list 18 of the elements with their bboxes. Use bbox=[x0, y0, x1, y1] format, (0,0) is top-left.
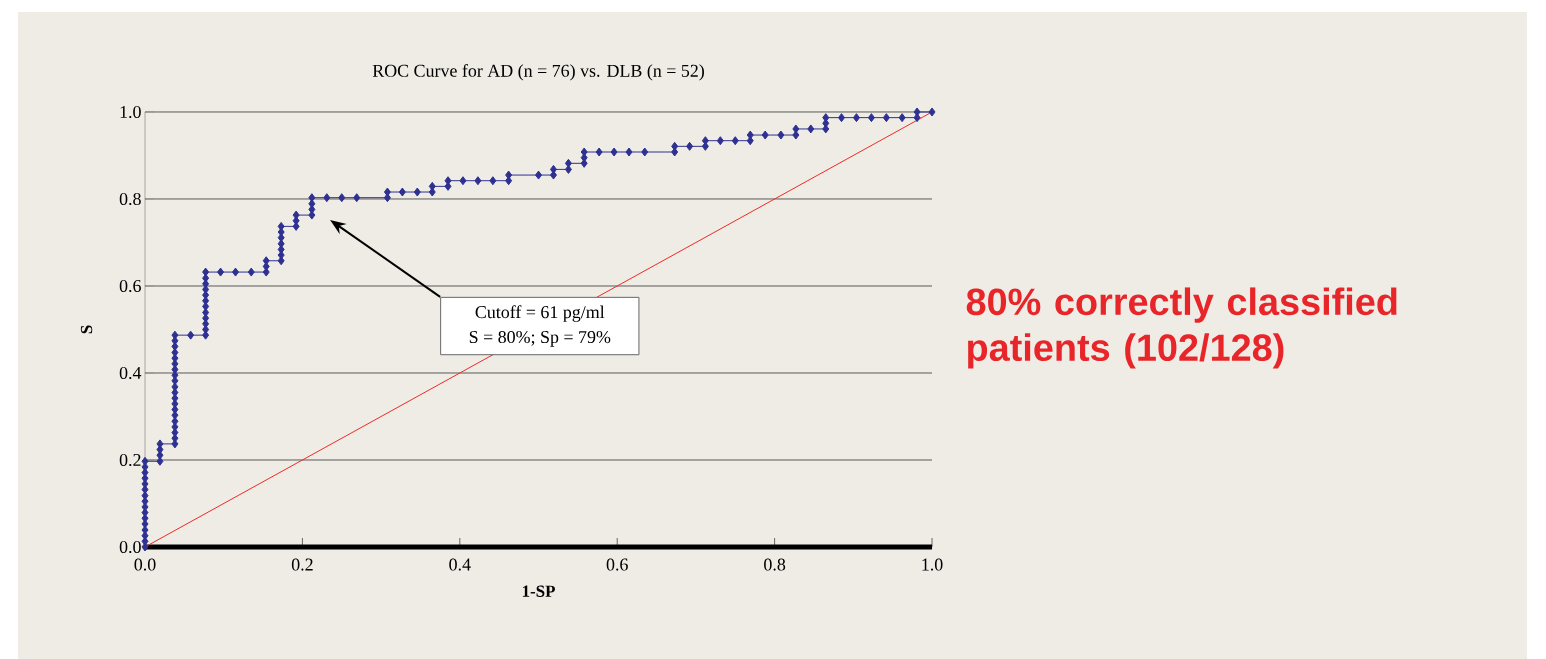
x-tick-label: 0.4 bbox=[449, 558, 471, 571]
chart-title: ROC Curve for AD (n = 76) vs. DLB (n = 52) bbox=[372, 64, 704, 81]
y-tick-label: 0.8 bbox=[119, 192, 141, 206]
y-tick-label: 0.6 bbox=[119, 279, 141, 293]
annotation: S = 80%; Sp = 79% bbox=[469, 330, 611, 347]
x-tick-label: 0.6 bbox=[606, 558, 628, 571]
x-axis-title: 1-SP bbox=[522, 585, 555, 597]
y-tick-label: 0.4 bbox=[119, 366, 142, 380]
x-tick-label: 0.2 bbox=[291, 558, 313, 571]
x-tick-label: 0.8 bbox=[764, 558, 786, 571]
annotation: Cutoff = 61 pg/ml bbox=[475, 305, 605, 322]
y-tick-label: 0.0 bbox=[119, 540, 141, 554]
text: 80% correctly classified patients (102/128) bbox=[966, 287, 1397, 369]
x-tick-label: 0.0 bbox=[134, 558, 156, 571]
y-tick-label: 1.0 bbox=[120, 105, 141, 119]
y-tick-label: 0.2 bbox=[119, 453, 141, 467]
x-tick-label: 1.0 bbox=[922, 558, 943, 571]
y-axis-title: S bbox=[80, 325, 93, 334]
